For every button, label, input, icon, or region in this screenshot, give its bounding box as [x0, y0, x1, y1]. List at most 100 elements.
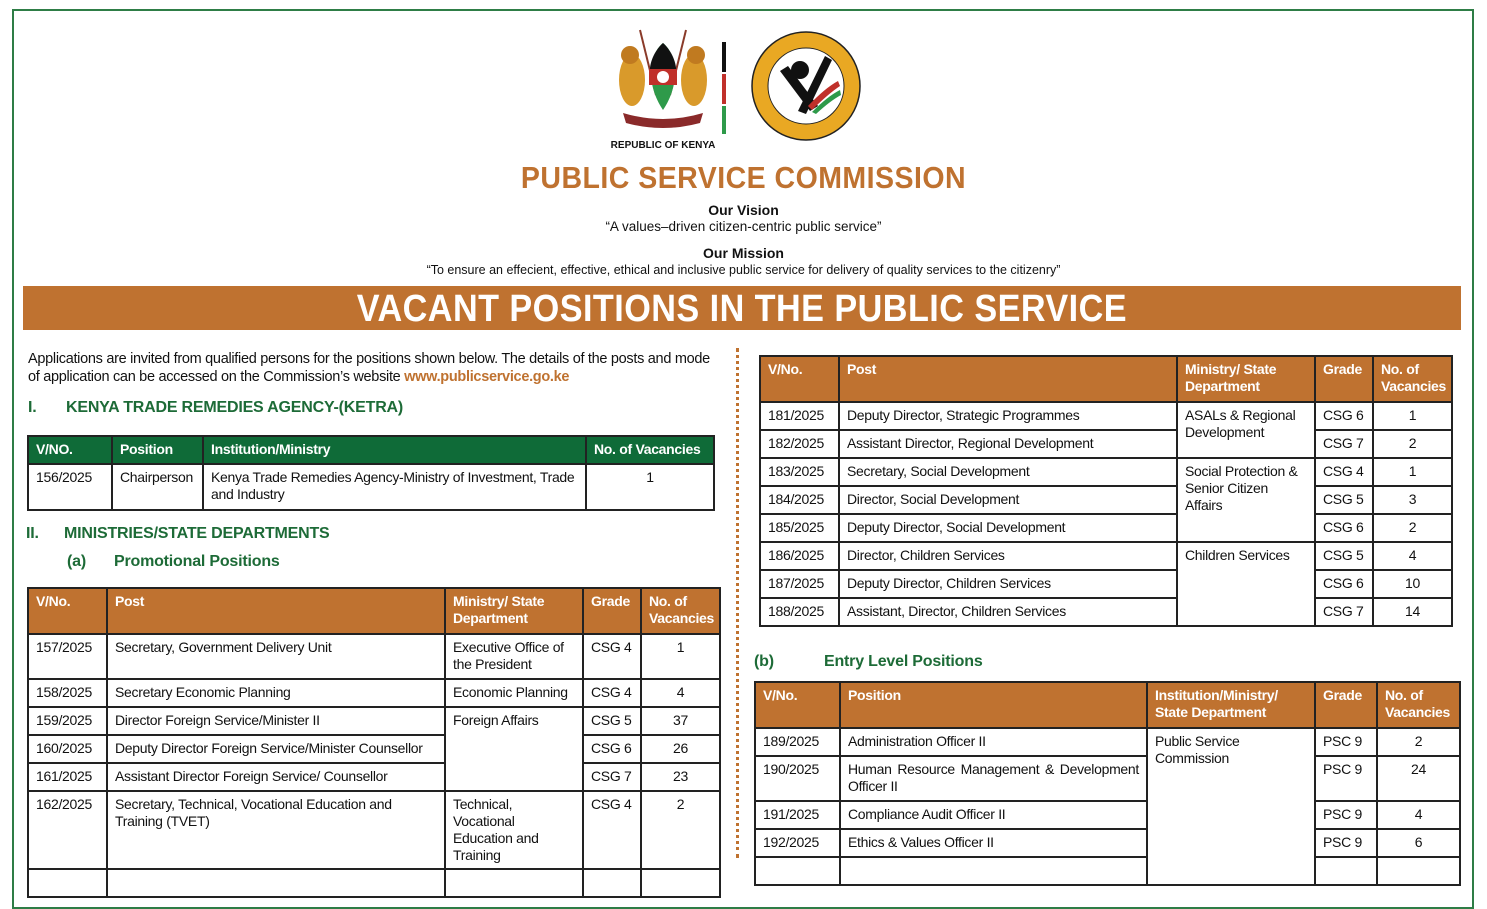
- section-1-heading: I. KENYA TRADE REMEDIES AGENCY-(KETRA): [28, 399, 403, 417]
- sub-title: Promotional Positions: [114, 553, 280, 570]
- post-cell: Assistant Director, Regional Development: [838, 429, 1178, 459]
- vno-cell: 184/2025: [759, 485, 840, 515]
- grade-cell: PSC 9: [1314, 828, 1378, 858]
- table-row: 182/2025 Assistant Director, Regional Dev…: [759, 429, 1453, 459]
- ministry-cell: Executive Office of the President: [444, 633, 584, 680]
- vacancies-cell: 1: [585, 463, 715, 511]
- intro-paragraph: Applications are invited from qualified …: [28, 350, 718, 386]
- vacancies-cell: 3: [1372, 485, 1453, 515]
- grade-cell: CSG 7: [582, 762, 642, 792]
- col-header: Position: [111, 435, 204, 465]
- section-2-heading: II. MINISTRIES/STATE DEPARTMENTS: [26, 525, 330, 543]
- section-number: I.: [28, 399, 37, 416]
- post-cell: Secretary, Technical, Vocational Educati…: [106, 790, 446, 870]
- table-row: 185/2025 Deputy Director, Social Developm…: [759, 513, 1453, 543]
- vno-cell: 158/2025: [27, 678, 108, 708]
- col-header: Grade: [1314, 681, 1378, 729]
- ministry-cell: Foreign Affairs: [444, 706, 584, 792]
- grade-cell: CSG 6: [1314, 569, 1374, 599]
- kenya-coat-of-arms-logo: REPUBLIC OF KENYA: [608, 25, 718, 151]
- vision-label: Our Vision: [708, 202, 779, 218]
- table-row: 190/2025 Human Resource Management & Deve…: [754, 755, 1461, 802]
- vacancies-cell: 2: [1376, 727, 1461, 757]
- vno-cell: 183/2025: [759, 457, 840, 487]
- ministry-cell: Children Services: [1176, 541, 1316, 627]
- vno-cell: 192/2025: [754, 828, 841, 858]
- col-header: Post: [838, 355, 1178, 403]
- vno-cell: 162/2025: [27, 790, 108, 870]
- section-number: II.: [26, 525, 39, 542]
- vno-cell: 181/2025: [759, 401, 840, 431]
- post-cell: Director, Children Services: [838, 541, 1178, 571]
- col-header: Institution/Ministry/ State Department: [1146, 681, 1316, 729]
- position-cell: Human Resource Management & Development …: [839, 755, 1148, 802]
- vacancies-cell: 4: [1376, 800, 1461, 830]
- col-header: No. of Vacancies: [640, 587, 721, 635]
- vno-cell: 190/2025: [754, 755, 841, 802]
- grade-cell: CSG 4: [582, 790, 642, 870]
- grade-cell: CSG 6: [1314, 401, 1374, 431]
- table-row: 158/2025 Secretary Economic Planning Econo…: [27, 678, 721, 708]
- table-row: 187/2025 Deputy Director, Children Servic…: [759, 569, 1453, 599]
- vacancies-cell: 37: [640, 706, 721, 736]
- promotional-heading: (a) Promotional Positions: [67, 553, 280, 571]
- table-row: 186/2025 Director, Children Services Child…: [759, 541, 1453, 627]
- grade-cell: CSG 6: [1314, 513, 1374, 543]
- section-title: MINISTRIES/STATE DEPARTMENTS: [64, 525, 330, 542]
- vno-cell: 160/2025: [27, 734, 108, 764]
- table-row: [27, 868, 721, 898]
- flag-divider: [722, 42, 726, 134]
- section-title: KENYA TRADE REMEDIES AGENCY-(KETRA): [66, 399, 404, 416]
- table-row: 188/2025 Assistant, Director, Children Se…: [759, 597, 1453, 627]
- table-row: 191/2025 Compliance Audit Officer II PSC 9…: [754, 800, 1461, 830]
- position-cell: Ethics & Values Officer II: [839, 828, 1148, 858]
- entry-level-heading: (b) Entry Level Positions: [754, 653, 983, 671]
- vacancies-cell: 24: [1376, 755, 1461, 802]
- vacancies-cell: 23: [640, 762, 721, 792]
- grade-cell: CSG 4: [582, 678, 642, 708]
- col-header: V/NO.: [27, 435, 113, 465]
- position-cell: Administration Officer II: [839, 727, 1148, 757]
- promotional-table-right: V/No. Post Ministry/ State Department Gr…: [759, 355, 1453, 627]
- vno-cell: 161/2025: [27, 762, 108, 792]
- institution-cell: Public Service Commission: [1146, 727, 1316, 886]
- grade-cell: PSC 9: [1314, 800, 1378, 830]
- vacancies-cell: 10: [1372, 569, 1453, 599]
- vacancies-cell: 1: [1372, 457, 1453, 487]
- vno-cell: 157/2025: [27, 633, 108, 680]
- col-header: Institution/Ministry: [202, 435, 587, 465]
- post-cell: Secretary, Government Delivery Unit: [106, 633, 446, 680]
- ketra-table: V/NO. Position Institution/Ministry No. …: [27, 435, 715, 511]
- table-header-row: V/NO. Position Institution/Ministry No. …: [27, 435, 715, 465]
- emblem-caption: REPUBLIC OF KENYA: [610, 140, 716, 151]
- grade-cell: CSG 4: [582, 633, 642, 680]
- ministry-cell: Social Protection & Senior Citizen Affai…: [1176, 457, 1316, 543]
- post-cell: Deputy Director, Children Services: [838, 569, 1178, 599]
- grade-cell: PSC 9: [1314, 755, 1378, 802]
- table-row: 189/2025 Administration Officer II Public …: [754, 727, 1461, 886]
- post-cell: Director, Social Development: [838, 485, 1178, 515]
- position-cell: Chairperson: [111, 463, 204, 511]
- ministry-cell: Economic Planning: [444, 678, 584, 708]
- intro-text: Applications are invited from qualified …: [28, 351, 710, 385]
- post-cell: Deputy Director Foreign Service/Minister…: [106, 734, 446, 764]
- vno-cell: 189/2025: [754, 727, 841, 757]
- sub-number: (a): [67, 553, 86, 570]
- table-row: 161/2025 Assistant Director Foreign Servi…: [27, 762, 721, 792]
- grade-cell: PSC 9: [1314, 727, 1378, 757]
- post-cell: Deputy Director, Strategic Programmes: [838, 401, 1178, 431]
- table-header-row: V/No. Post Ministry/ State Department Gr…: [759, 355, 1453, 403]
- table-header-row: V/No. Post Ministry/ State Department Gr…: [27, 587, 721, 635]
- website-link[interactable]: www.publicservice.go.ke: [404, 369, 570, 385]
- table-row: 162/2025 Secretary, Technical, Vocational…: [27, 790, 721, 870]
- sub-number: (b): [754, 653, 774, 670]
- banner-text: VACANT POSITIONS IN THE PUBLIC SERVICE: [356, 288, 1128, 330]
- table-row: 183/2025 Secretary, Social Development Soc…: [759, 457, 1453, 543]
- col-header: No. of Vacancies: [1376, 681, 1461, 729]
- vno-cell: 191/2025: [754, 800, 841, 830]
- post-cell: Deputy Director, Social Development: [838, 513, 1178, 543]
- col-header: No. of Vacancies: [1372, 355, 1453, 403]
- table-row: 157/2025 Secretary, Government Delivery U…: [27, 633, 721, 680]
- vno-cell: 187/2025: [759, 569, 840, 599]
